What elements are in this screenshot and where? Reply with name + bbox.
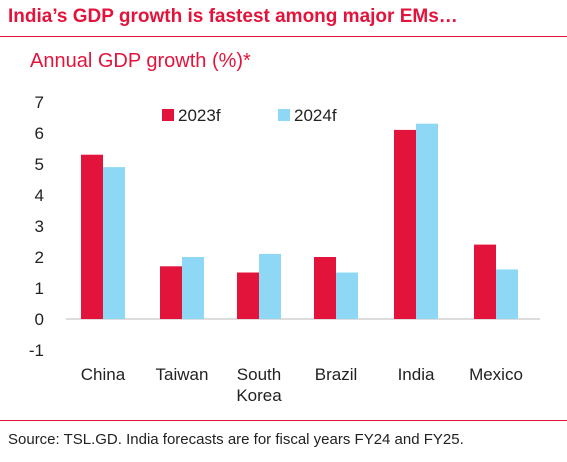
top-rule	[0, 36, 567, 37]
x-tick-label-line: Mexico	[469, 365, 523, 384]
legend-swatch	[278, 109, 290, 121]
bar-2023f-china	[81, 154, 103, 319]
x-tick-label: Mexico	[469, 365, 523, 384]
y-tick-label: 7	[35, 93, 44, 112]
legend-label: 2024f	[294, 106, 337, 125]
x-tick-label-line: South	[237, 365, 281, 384]
y-axis-ticks: 7 6 5 4 3 2 1 0 -1	[29, 93, 44, 360]
bar-2024f-china	[103, 167, 125, 319]
bar-2024f-india	[416, 123, 438, 319]
x-tick-label-line: Brazil	[315, 365, 358, 384]
x-tick-label: China	[81, 365, 126, 384]
legend: 2023f 2024f	[162, 106, 337, 125]
y-tick-label: 4	[35, 186, 44, 205]
chart-subtitle: Annual GDP growth (%)*	[30, 50, 251, 72]
x-tick-label-line: India	[398, 365, 435, 384]
bar-2023f-india	[394, 129, 416, 319]
y-tick-label: 3	[35, 217, 44, 236]
y-tick-label: 6	[35, 124, 44, 143]
bar-2023f-taiwan	[160, 266, 182, 319]
bar-2024f-south-korea	[259, 253, 281, 319]
x-tick-label: South Korea	[236, 365, 282, 405]
x-tick-label: Taiwan	[156, 365, 209, 384]
x-axis-labels: China Taiwan South Korea Brazil India Mexico	[81, 365, 523, 405]
bars	[81, 123, 518, 319]
x-tick-label: Brazil	[315, 365, 358, 384]
bar-chart: 7 6 5 4 3 2 1 0 -1 China Taiwan South Korea Brazil In…	[29, 93, 540, 405]
y-tick-label: 2	[35, 248, 44, 267]
y-tick-label: 5	[35, 155, 44, 174]
x-tick-label-line: Taiwan	[156, 365, 209, 384]
y-tick-label: 0	[35, 310, 44, 329]
bottom-rule	[0, 420, 567, 421]
x-tick-label-line: China	[81, 365, 126, 384]
source-note: Source: TSL.GD. India forecasts are for …	[8, 431, 464, 448]
x-tick-label: India	[398, 365, 435, 384]
y-tick-label: 1	[35, 279, 44, 298]
bar-2024f-brazil	[336, 272, 358, 319]
legend-swatch	[162, 109, 174, 121]
bar-2023f-mexico	[474, 244, 496, 319]
legend-label: 2023f	[178, 106, 221, 125]
chart-title: India’s GDP growth is fastest among majo…	[8, 6, 458, 27]
bar-2023f-brazil	[314, 257, 336, 319]
bar-2023f-south-korea	[237, 272, 259, 319]
bar-2024f-mexico	[496, 269, 518, 319]
x-tick-label-line: Korea	[236, 386, 282, 405]
y-tick-label: -1	[29, 341, 44, 360]
bar-2024f-taiwan	[182, 257, 204, 319]
